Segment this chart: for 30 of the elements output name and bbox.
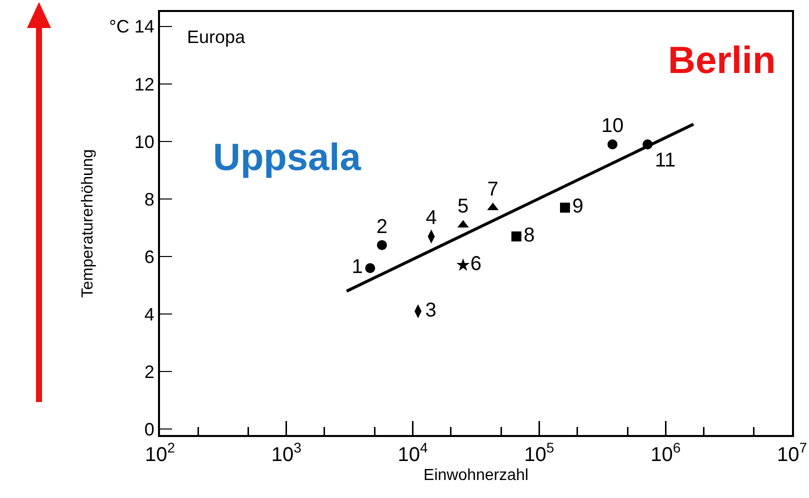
series-label: 8 [524,224,535,246]
y-tick-label: 10 [134,132,154,152]
series-label: 9 [572,196,584,218]
annotation: Berlin [668,40,776,82]
x-tick-label: 10$^{7}$ [776,440,808,466]
x-tick-label: 10$^{2}$ [144,440,176,466]
y-tick-label: 12 [134,74,154,94]
series-label: 7 [487,178,498,200]
x-tick-label: 10$^{6}$ [650,440,681,466]
annotation: Europa [187,27,246,47]
series-label: 10 [601,115,624,138]
y-axis-title: Temperaturerhöhung [80,149,97,298]
y-tick-label: 2 [144,362,154,382]
y-tick-label: °C 14 [109,16,154,37]
series-label: 5 [458,196,469,218]
y-tick-label: 8 [144,189,154,210]
y-tick-label: 6 [144,246,154,267]
series-label: 1 [352,256,363,278]
x-tick-label: 10$^{5}$ [524,440,554,466]
x-tick-label: 10$^{4}$ [398,440,428,466]
series-label: 6 [470,253,482,276]
y-tick-label: 4 [144,304,154,324]
y-tick-label: 0 [144,420,154,440]
x-tick-label: 10$^{3}$ [271,440,302,466]
series-label: 2 [376,216,388,238]
series-label: 11 [654,150,676,172]
series-label: 3 [425,299,436,322]
x-axis-title: Einwohnerzahl [424,467,528,484]
series-label: 4 [426,207,437,230]
annotation: Uppsala [213,137,362,179]
